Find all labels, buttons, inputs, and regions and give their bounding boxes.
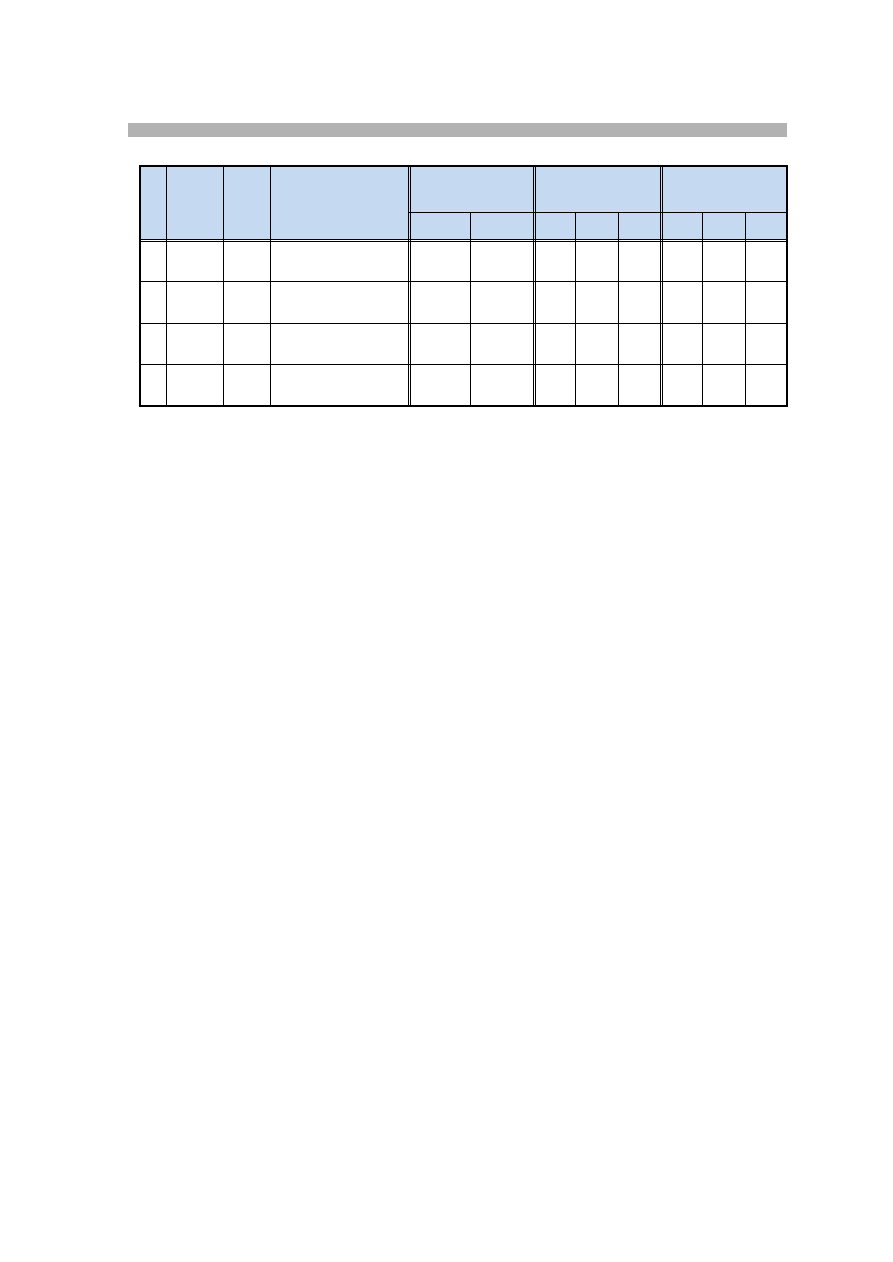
header-double-rule [139, 241, 788, 242]
table-cell [408, 281, 471, 324]
group-double-rule [410, 165, 411, 407]
table-border-top [139, 165, 788, 167]
table-cell [408, 323, 471, 365]
table-cell [470, 323, 534, 365]
table-cell [660, 239, 703, 282]
table-border-right [786, 165, 788, 407]
table-cell [139, 364, 167, 407]
table-cell [270, 323, 409, 365]
table-cell [702, 364, 746, 407]
subheader-cell [702, 212, 746, 240]
subheader-cell [745, 212, 788, 240]
subheader-cell [660, 212, 703, 240]
table-cell [745, 323, 788, 365]
subheader-cell [618, 212, 661, 240]
table-cell [660, 364, 703, 407]
table-cell [470, 364, 534, 407]
table-cell [223, 239, 271, 282]
table-border-left [139, 165, 141, 407]
table-cell [139, 323, 167, 365]
table-cell [702, 239, 746, 282]
header-cell [270, 165, 409, 240]
table-cell [470, 239, 534, 282]
table-cell [702, 323, 746, 365]
subheader-cell [533, 212, 576, 240]
table-cell [470, 281, 534, 324]
table-cell [139, 239, 167, 282]
table-cell [223, 281, 271, 324]
table-cell [533, 239, 576, 282]
table-cell [618, 239, 661, 282]
table-cell [702, 281, 746, 324]
table-cell [166, 281, 224, 324]
table-cell [575, 239, 619, 282]
subheader-cell [575, 212, 619, 240]
table-cell [575, 281, 619, 324]
table-cell [575, 323, 619, 365]
table-cell [618, 281, 661, 324]
table-cell [408, 239, 471, 282]
table-cell [166, 364, 224, 407]
table-cell [270, 239, 409, 282]
table-border-bottom [139, 405, 788, 407]
header-cell [166, 165, 224, 240]
section-header-bar [128, 123, 787, 137]
table-cell [745, 281, 788, 324]
table-cell [270, 281, 409, 324]
table-cell [618, 323, 661, 365]
table-cell [660, 323, 703, 365]
table-cell [139, 281, 167, 324]
table-cell [533, 364, 576, 407]
table-cell [166, 239, 224, 282]
header-group-cell [533, 165, 661, 213]
table-cell [223, 364, 271, 407]
table-cell [575, 364, 619, 407]
header-cell [139, 165, 167, 240]
table-cell [533, 281, 576, 324]
header-cell [223, 165, 271, 240]
header-group-cell [660, 165, 788, 213]
table-cell [618, 364, 661, 407]
table-cell [745, 364, 788, 407]
table-cell [660, 281, 703, 324]
table-cell [408, 364, 471, 407]
table-cell [745, 239, 788, 282]
table-cell [223, 323, 271, 365]
group-double-rule [662, 165, 663, 407]
header-group-cell [408, 165, 534, 213]
group-double-rule [535, 165, 536, 407]
subheader-cell [470, 212, 534, 240]
subheader-cell [408, 212, 471, 240]
table-cell [533, 323, 576, 365]
table-cell [270, 364, 409, 407]
table-cell [166, 323, 224, 365]
